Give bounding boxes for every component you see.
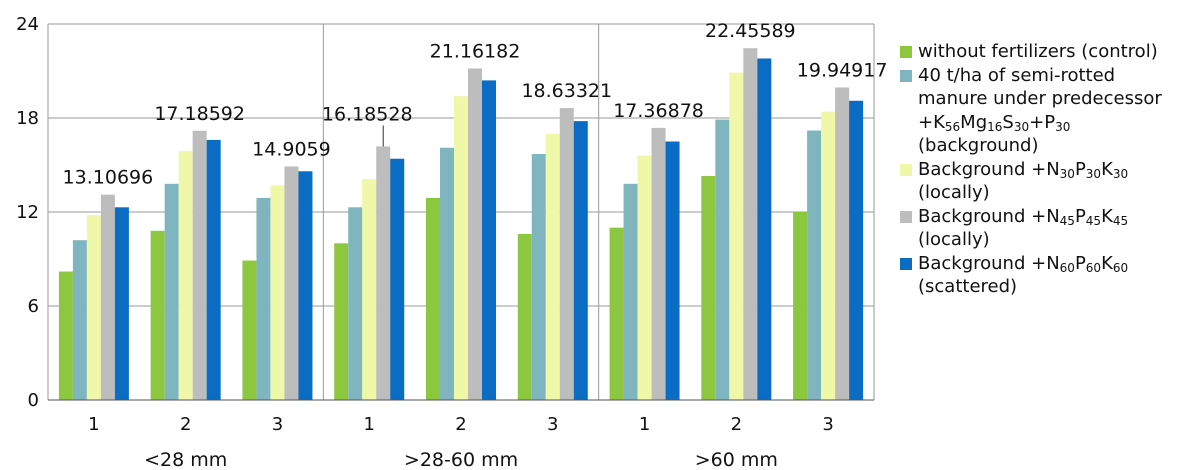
legend-item: 40 t/ha of semi-rotted manure under pred… [898, 64, 1184, 158]
bar-series-4-cat-3 [284, 166, 299, 400]
x-tick-label: 2 [731, 414, 742, 435]
bar-series-1-cat-3 [242, 260, 257, 400]
legend-label: 40 t/ha of semi-rotted manure under pred… [918, 64, 1162, 157]
bar-series-3-cat-5 [454, 96, 468, 401]
bar-series-5-cat-2 [206, 139, 221, 400]
legend-swatch [900, 46, 912, 58]
x-tick-label: 3 [547, 414, 558, 435]
bar-series-3-cat-1 [86, 215, 101, 400]
bar-series-2-cat-1 [72, 240, 87, 400]
bar-series-4-cat-8 [743, 48, 758, 401]
bar-series-2-cat-8 [715, 119, 730, 401]
bar-series-3-cat-4 [362, 179, 377, 400]
bar-series-3-cat-9 [821, 111, 836, 400]
data-label: 18.63321 [521, 80, 612, 102]
bar-series-4-cat-1 [100, 194, 115, 400]
bar-series-5-cat-3 [298, 171, 313, 400]
legend-swatch [900, 257, 912, 270]
bar-series-5-cat-7 [665, 141, 680, 400]
bar-series-1-cat-9 [793, 212, 808, 400]
legend-label: without fertilizers (control) [918, 41, 1158, 62]
bar-series-2-cat-5 [440, 147, 454, 400]
x-tick-label: 3 [822, 414, 833, 435]
y-tick-label: 18 [16, 108, 39, 129]
bar-series-4-cat-7 [651, 127, 666, 401]
bar-series-5-cat-9 [849, 100, 864, 401]
bar-series-3-cat-3 [270, 185, 285, 400]
legend-swatch [900, 210, 912, 223]
bar-series-3-cat-7 [637, 155, 652, 400]
bar-series-4-cat-2 [192, 130, 207, 401]
y-tick-label: 0 [28, 390, 39, 411]
bar-series-2-cat-2 [164, 183, 179, 400]
bar-series-5-cat-6 [573, 121, 588, 400]
legend-label: Background +N60P60K60 (scattered) [918, 252, 1129, 298]
legend-label: Background +N30P30K30 (locally) [918, 158, 1129, 204]
bar-series-2-cat-7 [623, 183, 638, 400]
bar-series-4-cat-9 [835, 87, 850, 400]
data-label: 19.94917 [797, 59, 888, 81]
data-label: 13.10696 [63, 167, 154, 189]
bar-series-4-cat-4 [376, 146, 391, 400]
bar-series-1-cat-2 [150, 230, 165, 400]
x-tick-label: 1 [88, 414, 99, 435]
y-tick-label: 6 [28, 296, 39, 317]
bar-series-5-cat-1 [114, 207, 129, 400]
bar-series-1-cat-7 [609, 227, 624, 400]
data-label: 16.18528 [322, 103, 413, 125]
group-label: >28-60 mm [404, 449, 518, 470]
legend-item: Background +N60P60K60 (scattered) [898, 252, 1184, 299]
legend-swatch [900, 69, 912, 82]
group-label: >60 mm [695, 449, 778, 470]
bar-series-4-cat-6 [559, 108, 574, 400]
x-tick-label: 2 [455, 414, 466, 435]
bars [58, 48, 864, 401]
bar-series-2-cat-3 [256, 197, 271, 400]
bar-series-1-cat-4 [334, 243, 349, 400]
bar-series-3-cat-6 [545, 133, 560, 400]
x-tick-label: 1 [363, 414, 374, 435]
data-label: 17.36878 [613, 100, 704, 122]
legend-item: without fertilizers (control) [898, 40, 1184, 64]
bar-series-5-cat-8 [757, 58, 772, 400]
bar-series-2-cat-9 [807, 130, 822, 401]
bar-series-1-cat-6 [517, 233, 532, 400]
bar-series-1-cat-1 [58, 271, 73, 400]
y-tick-label: 24 [16, 14, 39, 35]
legend-label: Background +N45P45K45 (locally) [918, 205, 1129, 251]
legend: without fertilizers (control) 40 t/ha of … [898, 40, 1184, 299]
data-label: 22.45589 [705, 20, 796, 42]
x-tick-label: 1 [639, 414, 650, 435]
bar-series-2-cat-6 [531, 154, 546, 400]
bar-series-5-cat-4 [390, 158, 405, 400]
data-label: 17.18592 [154, 103, 245, 125]
bar-series-2-cat-4 [348, 207, 363, 400]
bar-series-3-cat-2 [178, 150, 193, 400]
data-label: 21.16182 [430, 40, 521, 62]
legend-item: Background +N45P45K45 (locally) [898, 205, 1184, 252]
x-tick-label: 2 [180, 414, 191, 435]
bar-series-4-cat-5 [468, 68, 482, 401]
bar-series-1-cat-5 [426, 197, 440, 400]
x-tick-label: 3 [272, 414, 283, 435]
legend-swatch [900, 163, 912, 176]
group-label: <28 mm [144, 449, 227, 470]
bar-series-3-cat-8 [729, 72, 744, 401]
data-label: 14.9059 [252, 138, 331, 160]
bar-series-5-cat-5 [482, 80, 496, 401]
y-tick-label: 12 [16, 202, 39, 223]
legend-item: Background +N30P30K30 (locally) [898, 158, 1184, 205]
bar-series-1-cat-8 [701, 175, 716, 400]
